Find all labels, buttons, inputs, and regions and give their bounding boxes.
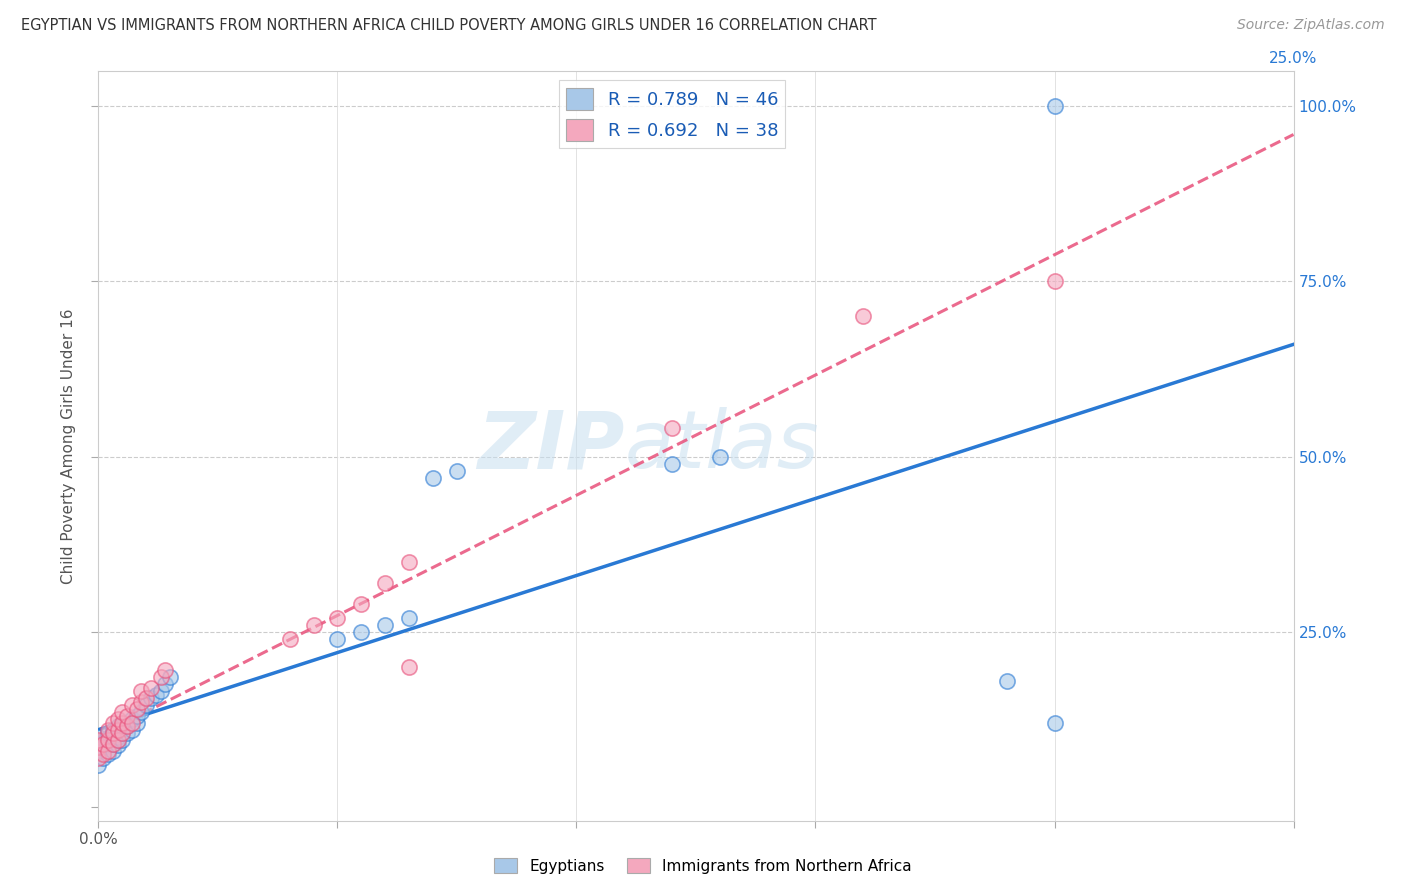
Point xyxy=(101,743,124,757)
Point xyxy=(374,575,396,590)
Point xyxy=(107,738,129,752)
Point xyxy=(149,670,172,684)
Point xyxy=(87,737,110,751)
Point xyxy=(97,743,120,757)
Point xyxy=(101,737,124,751)
Point xyxy=(121,715,143,730)
Point xyxy=(121,723,143,737)
Point xyxy=(326,632,349,646)
Point xyxy=(87,750,110,764)
Point xyxy=(111,726,134,740)
Point xyxy=(97,733,120,747)
Point xyxy=(107,723,129,737)
Point xyxy=(101,726,124,740)
Point xyxy=(125,701,148,715)
Point xyxy=(135,691,157,706)
Text: atlas: atlas xyxy=(624,407,820,485)
Point xyxy=(139,681,162,695)
Point xyxy=(149,684,172,698)
Point xyxy=(398,610,420,624)
Point xyxy=(398,555,420,569)
Point xyxy=(278,632,301,646)
Point xyxy=(661,421,683,435)
Point xyxy=(145,688,167,702)
Point xyxy=(1043,275,1066,289)
Point xyxy=(398,659,420,673)
Point xyxy=(121,698,143,712)
Point xyxy=(87,733,110,747)
Point xyxy=(139,691,162,706)
Point xyxy=(135,698,157,712)
Point xyxy=(115,719,138,733)
Point xyxy=(111,733,134,747)
Point xyxy=(91,747,114,761)
Legend: Egyptians, Immigrants from Northern Africa: Egyptians, Immigrants from Northern Afri… xyxy=(488,852,918,880)
Point xyxy=(107,733,129,747)
Point xyxy=(155,663,177,677)
Point xyxy=(87,730,110,744)
Point xyxy=(101,715,124,730)
Point xyxy=(121,712,143,726)
Point xyxy=(115,726,138,740)
Point xyxy=(91,750,114,764)
Point xyxy=(87,743,110,757)
Text: Source: ZipAtlas.com: Source: ZipAtlas.com xyxy=(1237,18,1385,32)
Text: EGYPTIAN VS IMMIGRANTS FROM NORTHERN AFRICA CHILD POVERTY AMONG GIRLS UNDER 16 C: EGYPTIAN VS IMMIGRANTS FROM NORTHERN AFR… xyxy=(21,18,877,33)
Point xyxy=(107,730,129,744)
Point xyxy=(302,617,325,632)
Point xyxy=(107,733,129,747)
Y-axis label: Child Poverty Among Girls Under 16: Child Poverty Among Girls Under 16 xyxy=(60,309,76,583)
Point xyxy=(101,723,124,737)
Point xyxy=(115,719,138,733)
Point xyxy=(852,310,875,324)
Point xyxy=(101,730,124,744)
Point xyxy=(159,670,181,684)
Point xyxy=(350,624,373,639)
Point xyxy=(155,677,177,691)
Point xyxy=(91,737,114,751)
Point xyxy=(125,715,148,730)
Point xyxy=(91,740,114,755)
Point xyxy=(111,715,134,730)
Point xyxy=(111,719,134,733)
Point xyxy=(111,726,134,740)
Point xyxy=(97,747,120,761)
Point xyxy=(995,673,1018,688)
Point xyxy=(87,740,110,755)
Point xyxy=(87,757,110,772)
Point xyxy=(1043,99,1066,113)
Point xyxy=(131,705,153,719)
Legend: R = 0.789   N = 46, R = 0.692   N = 38: R = 0.789 N = 46, R = 0.692 N = 38 xyxy=(558,80,786,148)
Point xyxy=(107,719,129,733)
Point xyxy=(1043,715,1066,730)
Point xyxy=(661,457,683,471)
Point xyxy=(107,712,129,726)
Point xyxy=(374,617,396,632)
Point xyxy=(101,726,124,740)
Point xyxy=(115,708,138,723)
Text: ZIP: ZIP xyxy=(477,407,624,485)
Point xyxy=(101,737,124,751)
Point xyxy=(97,733,120,747)
Point xyxy=(709,450,731,464)
Point xyxy=(446,463,468,477)
Point xyxy=(97,726,120,740)
Point xyxy=(131,695,153,709)
Point xyxy=(97,723,120,737)
Point xyxy=(97,737,120,751)
Point xyxy=(326,610,349,624)
Point xyxy=(131,684,153,698)
Point xyxy=(422,470,444,484)
Point xyxy=(111,705,134,719)
Point xyxy=(125,708,148,723)
Point xyxy=(350,597,373,611)
